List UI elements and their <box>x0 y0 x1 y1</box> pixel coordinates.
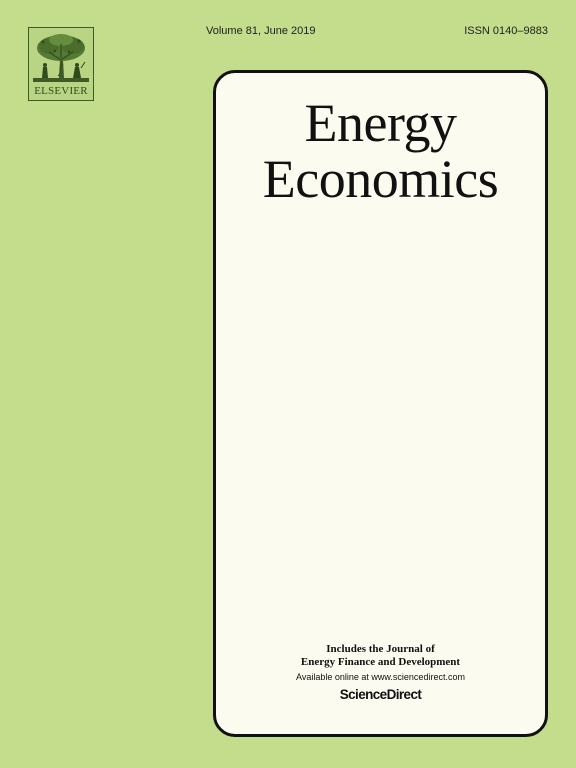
journal-title: Energy Economics <box>216 95 545 207</box>
includes-note: Includes the Journal of Energy Finance a… <box>216 643 545 669</box>
issn-number: ISSN 0140–9883 <box>464 25 548 37</box>
publisher-logo: ELSEVIER <box>28 27 94 101</box>
elsevier-tree-icon <box>33 34 89 82</box>
includes-line1: Includes the Journal of <box>326 643 435 655</box>
journal-title-line2: Economics <box>262 149 499 209</box>
journal-title-line1: Energy <box>304 93 457 153</box>
available-online-text: Available online at www.sciencedirect.co… <box>296 672 465 682</box>
cover-footer: Includes the Journal of Energy Finance a… <box>216 643 545 702</box>
volume-info: Volume 81, June 2019 <box>206 25 316 37</box>
title-panel: Energy Economics Includes the Journal of… <box>213 70 548 737</box>
publisher-name: ELSEVIER <box>34 85 88 97</box>
includes-line2: Energy Finance and Development <box>300 656 461 668</box>
sciencedirect-logo: ScienceDirect <box>339 687 422 702</box>
